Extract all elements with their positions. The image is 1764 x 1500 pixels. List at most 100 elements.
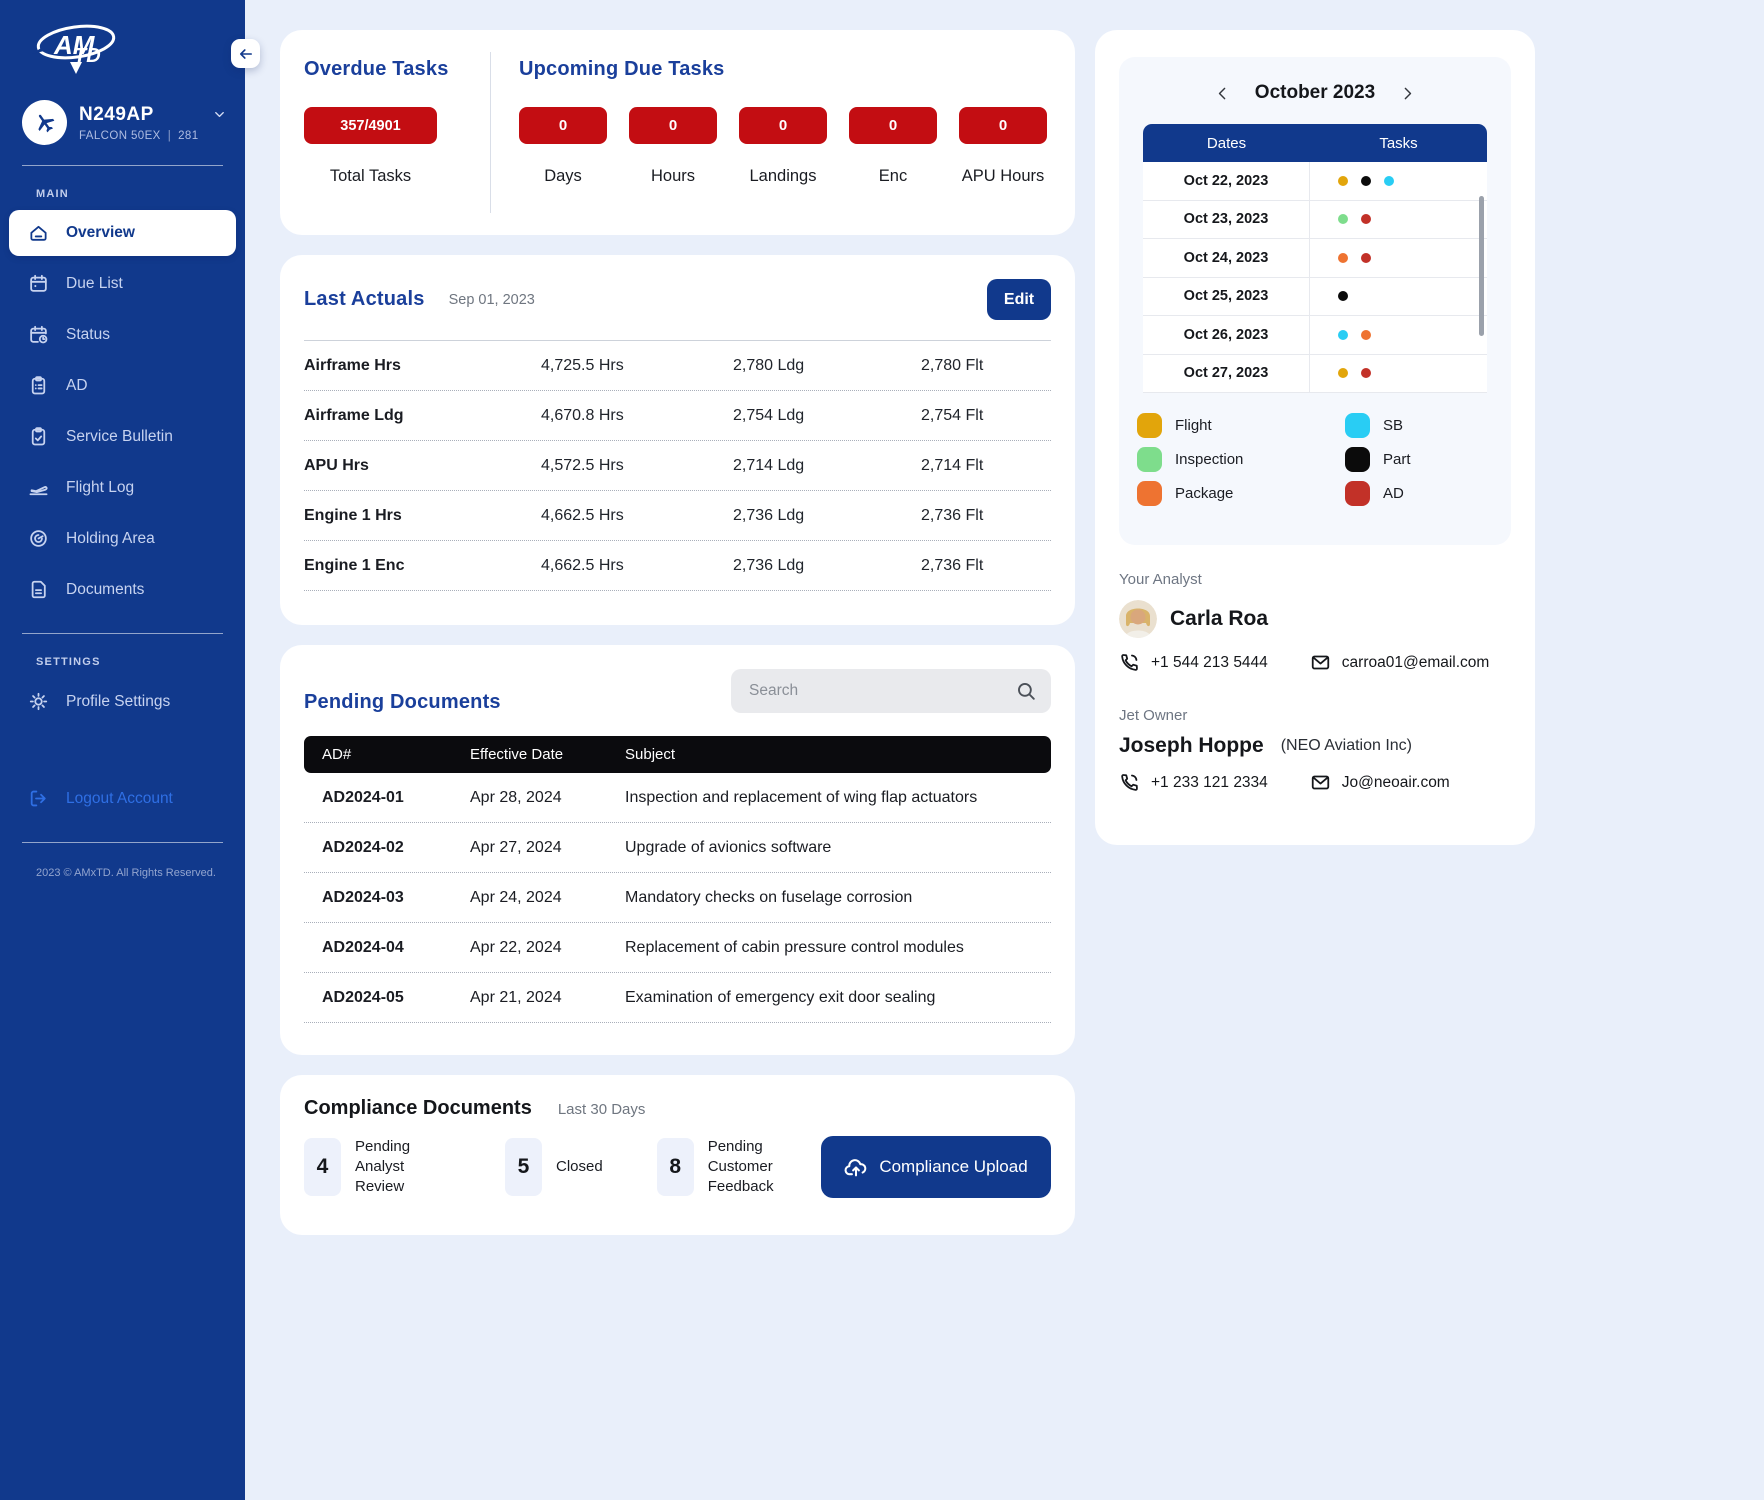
chevron-down-icon[interactable] [212,107,227,122]
aircraft-number: 281 [178,129,199,142]
legend-item: AD [1345,481,1511,506]
upcoming-task-value-badge: 0 [629,107,717,144]
sidebar-item-label: Overview [66,224,135,241]
column-dates: Dates [1206,134,1247,152]
legend-label: Flight [1175,417,1212,434]
compliance-title: Compliance Documents [304,1097,532,1119]
sidebar-item-documents[interactable]: Documents [0,566,245,613]
subject: Replacement of cabin pressure control mo… [625,938,964,956]
sidebar-collapse-button[interactable] [231,39,260,68]
owner-name: Joseph Hoppe [1119,734,1264,757]
actual-landings: 2,754 Ldg [733,406,805,424]
ad-number: AD2024-02 [322,838,404,856]
overdue-total-badge: 357/4901 [304,107,437,144]
upcoming-task-label: Landings [749,167,817,185]
calendar-date: Oct 27, 2023 [1143,354,1310,392]
last-actuals-title: Last Actuals [304,288,425,310]
compliance-documents-card: Compliance Documents Last 30 Days 4 Pend… [280,1075,1075,1235]
calendar-prev-button[interactable] [1212,83,1233,104]
upcoming-tasks-title: Upcoming Due Tasks [519,58,725,80]
calendar-icon [28,273,49,294]
calendar-date: Oct 25, 2023 [1143,277,1310,315]
sb-dot [1384,175,1394,186]
legend-item: SB [1345,413,1511,438]
actual-landings: 2,736 Ldg [733,556,805,574]
compliance-stats: 4 Pending Analyst Review 5 Closed 8 Pend… [304,1137,804,1198]
calendar-table: Dates Tasks Oct 22, 2023 Oct 23, 2023 [1143,124,1487,393]
table-row: Airframe Ldg 4,670.8 Hrs 2,754 Ldg 2,754… [304,391,1051,441]
ad-dot [1361,368,1371,379]
compliance-stat: 5 Closed [505,1137,603,1198]
calendar-clock-icon [28,324,49,345]
owner-section: Jet Owner Joseph Hoppe (NEO Aviation Inc… [1119,707,1511,793]
divider: | [167,129,172,142]
effective-date: Apr 21, 2024 [470,988,562,1006]
sidebar-item-label: Status [66,325,110,343]
pending-documents-card: Pending Documents AD# Effective Date Sub… [280,645,1075,1055]
part-dot [1361,175,1371,186]
sidebar-item-overview[interactable]: Overview [9,210,236,256]
column-ad: AD# [322,746,352,763]
package-dot [1361,329,1371,340]
airplane-icon [22,100,67,145]
calendar-date: Oct 23, 2023 [1143,200,1310,238]
table-row: AD2024-05 Apr 21, 2024 Examination of em… [304,973,1051,1023]
plane-takeoff-icon [28,477,49,498]
actual-label: Engine 1 Hrs [304,506,402,524]
upcoming-task-value-badge: 0 [959,107,1047,144]
gear-icon [28,691,49,712]
search-icon[interactable] [1015,680,1037,702]
subject: Mandatory checks on fuselage corrosion [625,888,913,906]
sidebar-item-flight-log[interactable]: Flight Log [0,464,245,511]
mail-icon [1310,772,1331,793]
pending-documents-title: Pending Documents [304,691,501,713]
aircraft-tail-number: N249AP [79,103,154,125]
aircraft-selector[interactable]: N249AP FALCON 50EX | 281 [22,100,227,145]
actual-flights: 2,780 Flt [921,356,984,374]
table-row: Engine 1 Enc 4,662.5 Hrs 2,736 Ldg 2,736… [304,541,1051,591]
compliance-upload-button[interactable]: Compliance Upload [821,1136,1051,1198]
flight-dot [1338,175,1348,186]
sidebar-item-service-bulletin[interactable]: Service Bulletin [0,413,245,460]
sidebar-divider [22,633,223,634]
compliance-stat: 8 Pending Customer Feedback [656,1137,804,1198]
calendar-task-dots [1310,201,1487,239]
logout-button[interactable]: Logout Account [0,775,245,822]
sidebar-item-label: Documents [66,580,145,598]
actual-flights: 2,736 Flt [921,556,984,574]
sidebar-item-ad[interactable]: AD [0,362,245,409]
sidebar-item-profile-settings[interactable]: Profile Settings [0,678,245,725]
legend-label: Package [1175,485,1234,502]
owner-phone-number: +1 233 121 2334 [1151,773,1268,791]
legend-item: Package [1137,481,1345,506]
calendar-next-button[interactable] [1397,83,1418,104]
legend-item: Part [1345,447,1511,472]
legend-item: Flight [1137,413,1345,438]
calendar-scrollbar-thumb[interactable] [1479,196,1484,336]
sidebar-item-due-list[interactable]: Due List [0,260,245,307]
arrow-left-icon [238,46,254,62]
sidebar-item-status[interactable]: Status [0,311,245,358]
sidebar-item-holding-area[interactable]: Holding Area [0,515,245,562]
subject: Inspection and replacement of wing flap … [625,788,978,806]
table-row: APU Hrs 4,572.5 Hrs 2,714 Ldg 2,714 Flt [304,441,1051,491]
sidebar-item-label: Flight Log [66,478,135,496]
sidebar-divider [22,842,223,843]
effective-date: Apr 24, 2024 [470,888,562,906]
calendar-date: Oct 26, 2023 [1143,316,1310,354]
overdue-total-label: Total Tasks [329,167,412,185]
amxtd-logo: AM TD [26,16,245,80]
ad-number: AD2024-03 [322,888,404,906]
actual-landings: 2,736 Ldg [733,506,805,524]
target-icon [28,528,49,549]
calendar-row: Oct 23, 2023 [1143,200,1487,239]
sidebar-item-label: Service Bulletin [66,427,173,445]
search-input[interactable] [749,682,1015,700]
stat-label: Closed [556,1157,603,1175]
owner-phone: +1 233 121 2334 [1119,772,1268,793]
legend-swatch [1345,481,1370,506]
upcoming-task-value-badge: 0 [739,107,827,144]
edit-button[interactable]: Edit [987,279,1051,320]
table-row: AD2024-04 Apr 22, 2024 Replacement of ca… [304,923,1051,973]
table-row: Airframe Hrs 4,725.5 Hrs 2,780 Ldg 2,780… [304,341,1051,391]
